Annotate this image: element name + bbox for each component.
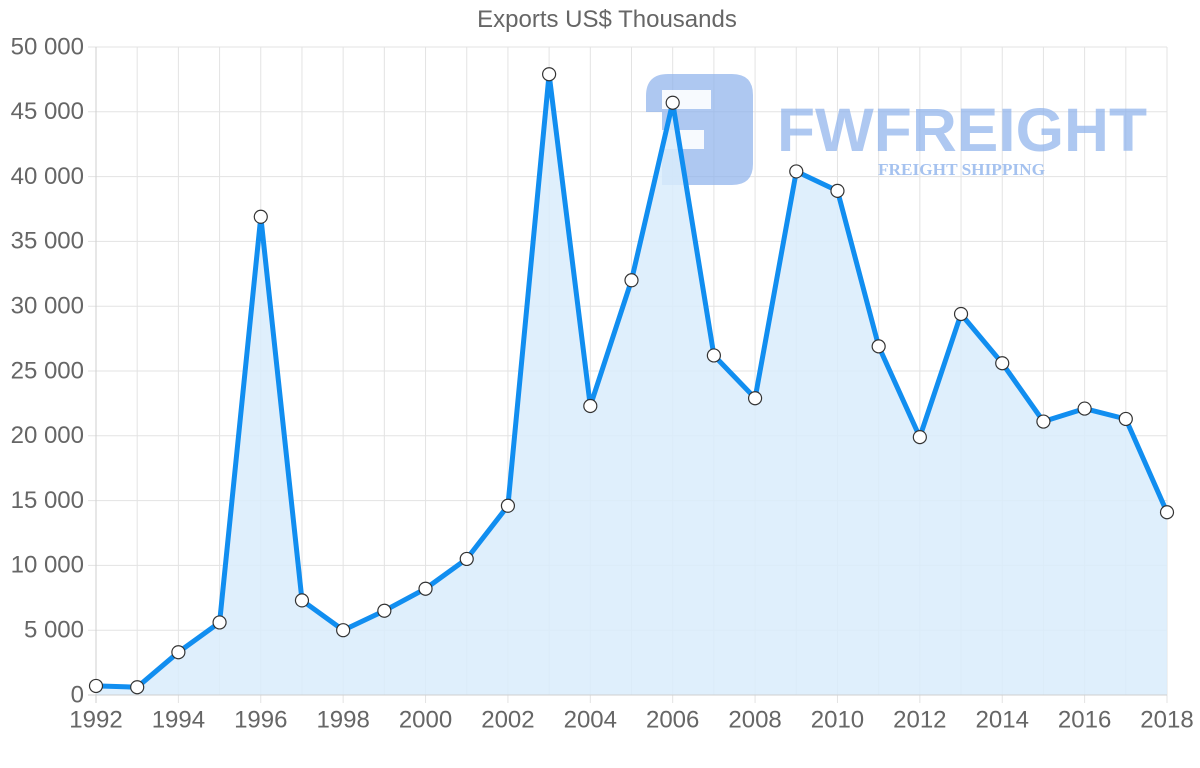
data-point[interactable]	[1159, 505, 1175, 520]
data-point[interactable]	[1077, 401, 1092, 416]
data-point[interactable]	[377, 603, 392, 618]
data-point[interactable]	[212, 615, 227, 630]
data-point[interactable]	[294, 593, 310, 608]
chart-title: Exports US$ Thousands	[477, 6, 737, 33]
x-tick-label: 2014	[976, 706, 1029, 733]
axes	[88, 47, 1167, 703]
data-point[interactable]	[418, 581, 433, 596]
data-point[interactable]	[1118, 411, 1133, 427]
data-point[interactable]	[706, 348, 721, 363]
x-tick-label: 2018	[1140, 706, 1193, 733]
y-tick-label: 10 000	[11, 552, 84, 579]
x-tick-label: 2004	[564, 706, 617, 733]
y-tick-label: 5 000	[24, 617, 84, 644]
x-tick-label: 2016	[1058, 706, 1111, 733]
data-point[interactable]	[995, 356, 1010, 371]
x-tick-label: 1998	[316, 706, 369, 733]
data-point[interactable]	[912, 429, 927, 445]
data-point[interactable]	[830, 183, 845, 198]
y-tick-label: 35 000	[11, 228, 84, 255]
y-tick-label: 40 000	[11, 163, 84, 190]
series-area	[96, 74, 1167, 695]
watermark-tagline: FREIGHT SHIPPING	[878, 160, 1045, 179]
x-tick-label: 1994	[152, 706, 205, 733]
y-axis-ticks: 0 5 000 10 000 15 000 20 000 25 000 30 000 35 0…	[11, 33, 84, 708]
x-tick-label: 1996	[234, 706, 287, 733]
data-point[interactable]	[88, 678, 104, 694]
x-tick-label: 1992	[69, 706, 122, 733]
y-tick-label: 15 000	[11, 487, 84, 514]
data-point[interactable]	[624, 273, 639, 288]
x-tick-label: 2008	[728, 706, 781, 733]
data-point[interactable]	[336, 623, 351, 638]
data-point[interactable]	[459, 551, 474, 567]
y-tick-label: 50 000	[11, 33, 84, 60]
watermark-brand: FWFREIGHT	[777, 96, 1147, 164]
x-axis-ticks: 1992 1994 1996 1998 2000 2002 2004 2006 2008 2010…	[69, 706, 1193, 733]
x-tick-label: 2010	[811, 706, 864, 733]
y-tick-label: 0	[71, 681, 84, 708]
data-point[interactable]	[130, 680, 145, 695]
y-tick-label: 20 000	[11, 422, 84, 449]
data-point[interactable]	[665, 95, 680, 110]
data-point[interactable]	[253, 209, 268, 224]
x-tick-label: 2012	[893, 706, 946, 733]
x-tick-label: 2002	[481, 706, 534, 733]
series-fill	[96, 74, 1167, 695]
y-tick-label: 25 000	[11, 357, 84, 384]
y-tick-label: 45 000	[11, 98, 84, 125]
data-point[interactable]	[1036, 414, 1051, 429]
data-point[interactable]	[542, 67, 557, 82]
x-tick-label: 2000	[399, 706, 452, 733]
x-tick-label: 2006	[646, 706, 699, 733]
data-point[interactable]	[171, 645, 186, 660]
data-point[interactable]	[871, 339, 886, 354]
data-point[interactable]	[747, 391, 763, 406]
data-point[interactable]	[500, 498, 516, 513]
data-point[interactable]	[583, 398, 598, 414]
data-point[interactable]	[953, 306, 969, 322]
data-points	[88, 67, 1175, 695]
watermark: FWFREIGHT FREIGHT SHIPPING	[646, 74, 1147, 185]
data-point[interactable]	[789, 164, 804, 179]
y-tick-label: 30 000	[11, 293, 84, 320]
